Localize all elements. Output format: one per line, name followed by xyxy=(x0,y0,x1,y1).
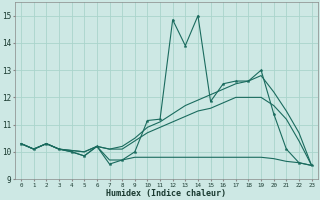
X-axis label: Humidex (Indice chaleur): Humidex (Indice chaleur) xyxy=(106,189,226,198)
